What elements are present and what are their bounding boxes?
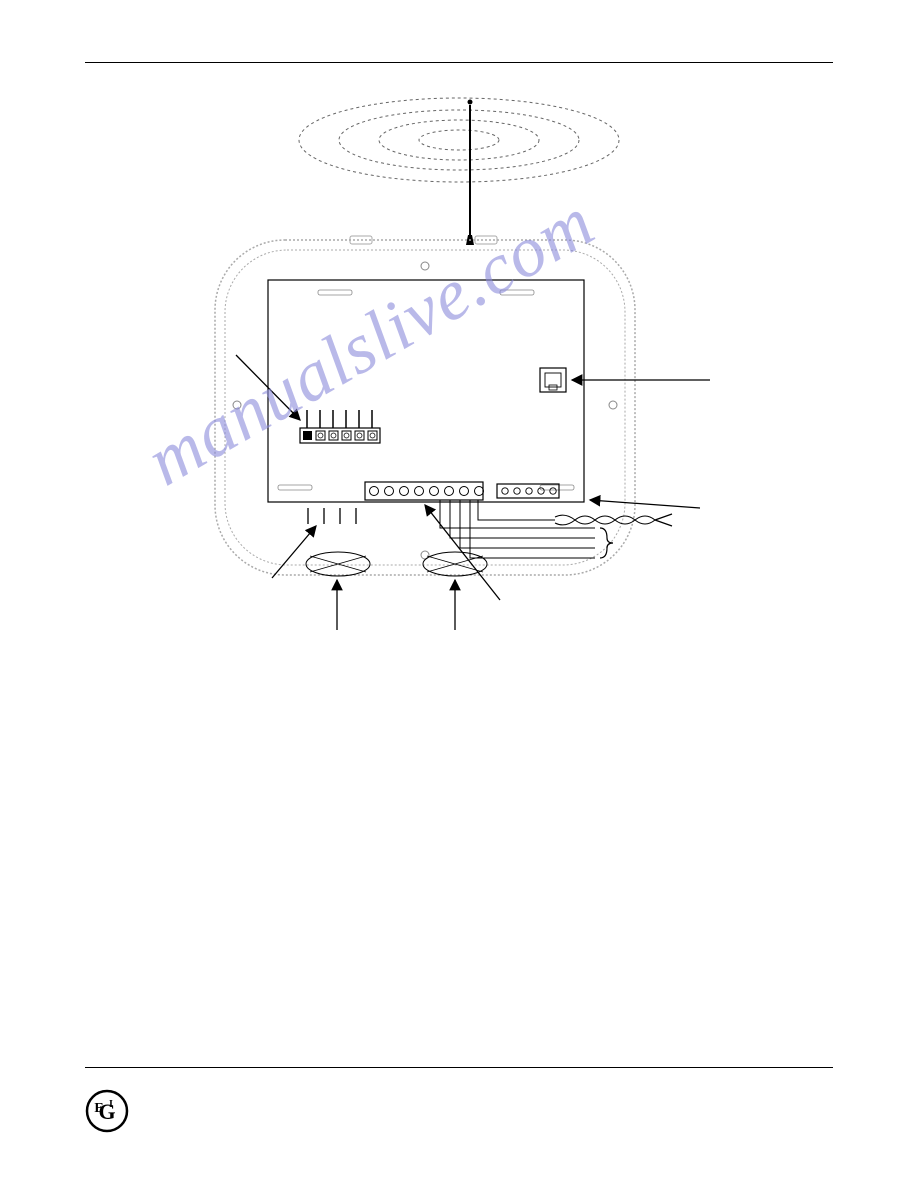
mount-hole-top — [421, 262, 429, 270]
brand-logo: G E I — [85, 1089, 129, 1133]
signal-wave-3 — [339, 110, 579, 170]
svg-text:E: E — [94, 1101, 103, 1116]
callout-arrow-terminal8 — [425, 505, 500, 600]
signal-wave-2 — [379, 120, 539, 160]
svg-text:I: I — [109, 1099, 113, 1110]
wire-bundle — [440, 500, 595, 558]
signal-wave-inner — [419, 130, 499, 150]
page-container: manualslive.com G E I — [0, 0, 918, 1188]
bottom-ticks — [308, 508, 356, 524]
bottom-horizontal-rule — [85, 1067, 833, 1068]
signal-wave-outer — [299, 98, 619, 182]
device-diagram-svg — [0, 80, 918, 680]
callout-arrow-ticks — [272, 526, 316, 578]
antenna-tip — [468, 100, 473, 105]
curly-bracket — [600, 528, 613, 558]
device-outer-case — [215, 240, 635, 575]
device-inner-case — [225, 250, 625, 565]
slot-top-right — [500, 290, 534, 295]
terminal-block-6pin — [300, 410, 380, 443]
slot-bottom-left — [278, 485, 312, 490]
top-horizontal-rule — [85, 62, 833, 63]
technical-diagram — [0, 80, 918, 680]
slot-top-left — [318, 290, 352, 295]
callout-arrow-terminal5 — [590, 500, 700, 508]
knockout-left — [306, 552, 370, 576]
terminal-block-5pin — [497, 484, 559, 498]
mount-hole-left — [233, 401, 241, 409]
terminal-block-8pin — [365, 482, 484, 500]
mount-hole-right — [609, 401, 617, 409]
slot-bottom-right — [540, 485, 574, 490]
rj-port — [540, 368, 566, 392]
pcb-board — [268, 280, 584, 502]
